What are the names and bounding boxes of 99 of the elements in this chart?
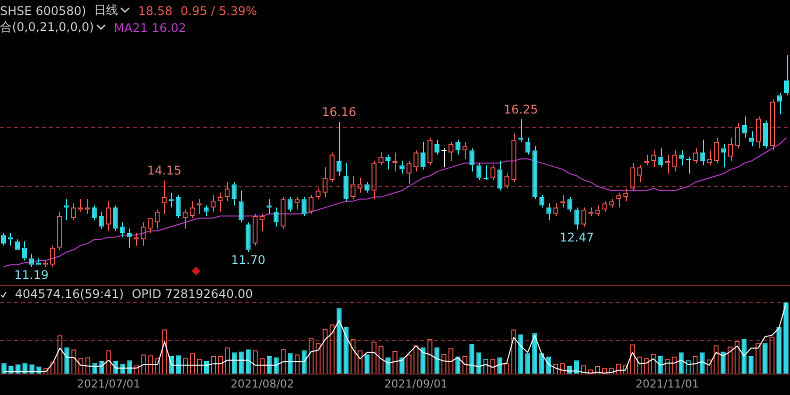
x-tick-label: 2021/09/01 [384, 377, 448, 390]
annotation: 11.70 [231, 253, 266, 268]
candlestick [539, 194, 544, 208]
bar [455, 356, 460, 374]
candlestick [574, 207, 580, 230]
bar [700, 352, 705, 374]
candlestick [721, 144, 726, 168]
x-tick-label: 2021/11/01 [636, 377, 700, 390]
candlestick [679, 150, 684, 166]
x-tick-label: 2021/07/01 [77, 377, 140, 390]
bar [525, 353, 530, 374]
text: 404574.16(59:41) [15, 287, 124, 301]
x-tick-label: 2021/08/02 [230, 377, 294, 390]
bar [238, 352, 244, 374]
bar [1, 363, 7, 374]
text: 18.58 [138, 4, 173, 18]
candlestick [98, 211, 104, 230]
candlestick [8, 232, 14, 246]
bar [497, 357, 502, 374]
candlestick [469, 148, 474, 172]
bar [532, 333, 538, 374]
candlestick [14, 238, 20, 250]
annotation: 14.15 [147, 164, 182, 178]
bar [64, 347, 70, 374]
text: 0.95 / 5.39% [180, 4, 258, 18]
candlestick [420, 141, 426, 170]
candlestick [532, 146, 538, 200]
text: OPID 728192640.00 [132, 287, 253, 301]
candlestick [232, 182, 237, 206]
candlestick [176, 194, 181, 219]
bar [364, 354, 370, 374]
candlestick [344, 162, 349, 202]
candlestick [476, 162, 482, 181]
candlestick [385, 154, 391, 170]
candlestick [238, 190, 244, 223]
bar [176, 355, 182, 374]
bar [99, 360, 104, 374]
candlestick [700, 139, 706, 166]
annotation: 16.25 [504, 102, 538, 116]
candlestick [120, 222, 125, 238]
candlestick [399, 160, 405, 174]
bar [266, 356, 272, 374]
candlestick [392, 152, 398, 172]
bar [748, 356, 754, 374]
bar [288, 353, 293, 374]
text: MA21 [114, 20, 148, 34]
candlestick [274, 207, 279, 228]
candlestick [784, 54, 790, 96]
candlestick [518, 118, 524, 142]
candlestick [525, 137, 530, 156]
bar [762, 343, 768, 374]
candlestick [440, 148, 447, 168]
candlestick [204, 204, 209, 217]
candlestick [455, 139, 460, 156]
bar [469, 344, 474, 374]
candlestick [22, 240, 27, 261]
bar [344, 326, 349, 374]
bar [232, 352, 237, 374]
bar [783, 302, 789, 374]
chart-title: SHSE 600580) [0, 4, 86, 18]
bar [518, 334, 524, 374]
chart-subtitle: 日线 [94, 2, 118, 19]
candlestick [0, 232, 6, 246]
candlestick [658, 148, 664, 168]
candlestick [567, 196, 572, 212]
bar [776, 326, 782, 374]
bar [539, 353, 544, 374]
bar [476, 352, 482, 374]
bar [720, 352, 726, 374]
candlestick [497, 160, 502, 192]
candlestick [482, 164, 489, 181]
candlestick [288, 196, 293, 212]
bar [546, 356, 552, 374]
candlestick [112, 204, 118, 232]
candlestick [434, 139, 440, 156]
bar [127, 360, 132, 374]
bar [420, 347, 426, 374]
candlestick [246, 222, 251, 253]
text: 16.02 [152, 20, 186, 34]
candlestick [92, 204, 97, 221]
bar [302, 350, 307, 374]
candlestick [686, 156, 692, 174]
annotation: 16.16 [322, 105, 356, 120]
bar [434, 347, 440, 374]
candlestick [742, 116, 748, 138]
candlestick [336, 121, 342, 176]
annotation: 11.19 [14, 268, 49, 282]
bar [336, 308, 342, 374]
bar [246, 350, 251, 374]
candlestick [302, 196, 307, 217]
candlestick [546, 202, 552, 221]
bar [658, 356, 663, 374]
annotation: 12.47 [560, 230, 594, 245]
candlestick [763, 120, 768, 149]
bar [574, 360, 580, 374]
bar [678, 352, 684, 374]
bar [742, 338, 747, 374]
candlestick [749, 130, 754, 147]
legend-title: 合(0,0,21,0,0,0) [0, 19, 94, 36]
